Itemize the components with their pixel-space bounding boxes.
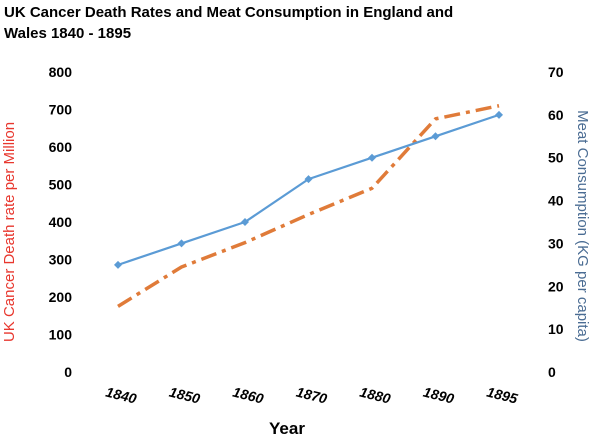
right-y-axis-ticks: 0 10 20 30 40 50 60 70 — [548, 64, 564, 380]
left-tick-label: 500 — [49, 177, 73, 193]
left-tick-label: 800 — [49, 64, 73, 80]
x-tick-label: 1840 — [104, 384, 138, 407]
series-2-point — [304, 175, 313, 184]
left-tick-label: 300 — [49, 252, 73, 268]
right-tick-label: 20 — [548, 278, 564, 294]
x-tick-label: 1895 — [485, 384, 519, 407]
left-y-axis-ticks: 0 100 200 300 400 500 600 700 800 — [49, 64, 73, 380]
left-tick-label: 200 — [49, 289, 73, 305]
left-tick-label: 600 — [49, 139, 73, 155]
series-2-point — [177, 239, 186, 248]
x-tick-label: 1890 — [422, 384, 456, 407]
series-2-point — [495, 110, 503, 119]
x-tick-label: 1860 — [231, 384, 265, 407]
left-tick-label: 700 — [49, 102, 73, 118]
left-tick-label: 0 — [64, 364, 72, 380]
series-2-point — [241, 218, 249, 226]
series-line-1 — [117, 104, 500, 308]
x-axis-label: Year — [269, 419, 305, 438]
series-2-point — [368, 153, 376, 162]
right-tick-label: 10 — [548, 321, 564, 337]
x-tick-label: 1850 — [168, 384, 202, 407]
right-tick-label: 70 — [548, 64, 564, 80]
series-line-2 — [117, 113, 500, 266]
right-y-axis-label: Meat Consumption (KG per capita) — [574, 110, 591, 342]
right-tick-label: 60 — [548, 107, 564, 123]
left-tick-label: 100 — [49, 327, 73, 343]
series-layer — [114, 104, 503, 308]
chart-title-line-2: Wales 1840 - 1895 — [4, 25, 131, 42]
x-axis-ticks: 1840 1850 1860 1870 1880 1890 1895 — [104, 384, 519, 407]
right-tick-label: 30 — [548, 235, 564, 251]
series-2-point — [431, 132, 440, 141]
left-tick-label: 400 — [49, 214, 73, 230]
x-tick-label: 1880 — [358, 384, 392, 407]
x-tick-label: 1870 — [295, 384, 329, 407]
left-y-axis-label: UK Cancer Death rate per Million — [1, 122, 18, 342]
right-tick-label: 50 — [548, 150, 564, 166]
series-2-point — [114, 260, 122, 269]
right-tick-label: 0 — [548, 364, 556, 380]
right-tick-label: 40 — [548, 193, 564, 209]
chart-title-line-1: UK Cancer Death Rates and Meat Consumpti… — [4, 4, 453, 21]
